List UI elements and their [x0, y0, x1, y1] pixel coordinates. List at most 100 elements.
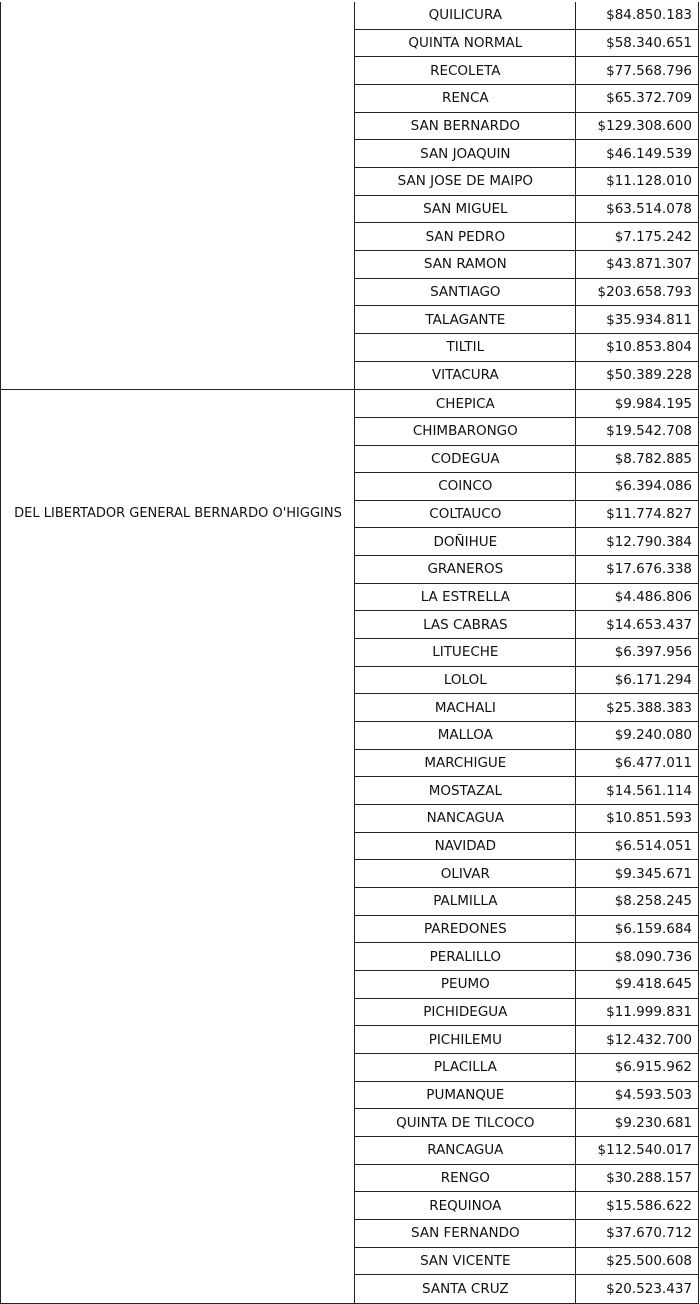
amount-cell: $25.500.608	[575, 1247, 699, 1276]
amount-cell: $6.159.684	[575, 915, 699, 944]
amount-cell: $6.514.051	[575, 832, 699, 861]
amount-cell: $9.345.671	[575, 860, 699, 888]
amount-cell: $19.542.708	[575, 417, 699, 446]
amount-cell: $25.388.383	[575, 694, 699, 723]
amount-cell: $8.782.885	[575, 445, 699, 474]
comuna-cell: GRANEROS	[354, 556, 576, 584]
amount-cell: $6.397.956	[575, 639, 699, 667]
table-row: VITACURA $50.389.228	[1, 361, 699, 390]
comuna-cell: PAREDONES	[354, 915, 576, 944]
table-row: NAVIDAD $6.514.051	[1, 832, 699, 861]
amount-cell: $9.418.645	[575, 970, 699, 999]
comuna-cell: VITACURA	[354, 361, 575, 390]
comuna-cell: REQUINOA	[354, 1192, 576, 1220]
amount-cell: $37.670.712	[575, 1219, 699, 1248]
table-row: COLTAUCO $11.774.827	[1, 500, 699, 529]
amount-cell: $4.593.503	[575, 1081, 699, 1110]
table-row: COINCO $6.394.086	[1, 473, 699, 501]
amount-cell: $112.540.017	[575, 1136, 699, 1165]
comuna-cell: LA ESTRELLA	[354, 583, 576, 612]
comuna-cell: SAN FERNANDO	[354, 1219, 576, 1248]
comuna-cell: QUINTA DE TILCOCO	[354, 1109, 576, 1137]
amount-cell: $65.372.709	[575, 84, 699, 113]
comuna-cell: SAN RAMON	[354, 250, 576, 279]
amount-cell: $6.477.011	[575, 749, 699, 778]
table-row: SAN RAMON $43.871.307	[1, 250, 699, 279]
comuna-cell: TILTIL	[354, 333, 576, 362]
comuna-cell: SAN MIGUEL	[354, 195, 576, 224]
amount-cell: $63.514.078	[575, 195, 699, 224]
table-row: LAS CABRAS $14.653.437	[1, 611, 699, 640]
table-row: OLIVAR $9.345.671	[1, 860, 699, 888]
table-row: SAN VICENTE $25.500.608	[1, 1247, 699, 1276]
amount-cell: $84.850.183	[575, 2, 699, 30]
region-group: QUILICURA $84.850.183 QUINTA NORMAL $58.340…	[0, 2, 699, 391]
amount-cell: $50.389.228	[575, 361, 699, 390]
table-row: PERALILLO $8.090.736	[1, 943, 699, 971]
amount-cell: $15.586.622	[575, 1192, 699, 1220]
comuna-cell: LOLOL	[354, 666, 576, 695]
comuna-cell: QUINTA NORMAL	[354, 29, 576, 58]
amount-cell: $17.676.338	[575, 556, 699, 584]
table-row: RENCA $65.372.709	[1, 84, 699, 113]
comuna-cell: CHEPICA	[354, 390, 576, 418]
table-row: SAN FERNANDO $37.670.712	[1, 1219, 699, 1248]
table-row: REQUINOA $15.586.622	[1, 1192, 699, 1220]
table-row: PICHIDEGUA $11.999.831	[1, 998, 699, 1027]
amount-cell: $12.432.700	[575, 1026, 699, 1054]
table-row: TILTIL $10.853.804	[1, 333, 699, 362]
table-row: TALAGANTE $35.934.811	[1, 306, 699, 334]
amount-cell: $8.258.245	[575, 888, 699, 916]
region-group: DEL LIBERTADOR GENERAL BERNARDO O'HIGGIN…	[0, 390, 699, 1304]
amount-cell: $10.853.804	[575, 333, 699, 362]
comuna-cell: QUILICURA	[354, 2, 576, 30]
table-row: PUMANQUE $4.593.503	[1, 1081, 699, 1110]
comuna-cell: PUMANQUE	[354, 1081, 576, 1110]
table-row: RECOLETA $77.568.796	[1, 57, 699, 85]
comuna-cell: OLIVAR	[354, 860, 576, 888]
table-row: CHIMBARONGO $19.542.708	[1, 417, 699, 446]
comuna-cell: SAN JOSE DE MAIPO	[354, 167, 576, 196]
table-row: LOLOL $6.171.294	[1, 666, 699, 695]
amount-cell: $14.653.437	[575, 611, 699, 640]
table-row: SANTIAGO $203.658.793	[1, 278, 699, 307]
table-row: PALMILLA $8.258.245	[1, 888, 699, 916]
comuna-cell: LITUECHE	[354, 639, 576, 667]
comuna-cell: MOSTAZAL	[354, 777, 576, 806]
amount-cell: $9.984.195	[575, 390, 699, 418]
table-row: PLACILLA $6.915.962	[1, 1053, 699, 1082]
comuna-cell: LAS CABRAS	[354, 611, 576, 640]
amount-cell: $7.175.242	[575, 223, 699, 251]
comuna-cell: SANTIAGO	[354, 278, 576, 307]
table-row: RANCAGUA $112.540.017	[1, 1136, 699, 1165]
comuna-cell: NANCAGUA	[354, 805, 576, 833]
table-row: QUINTA DE TILCOCO $9.230.681	[1, 1109, 699, 1137]
amount-cell: $8.090.736	[575, 943, 699, 971]
comuna-cell: SAN VICENTE	[354, 1247, 576, 1276]
amount-cell: $14.561.114	[575, 777, 699, 806]
amount-cell: $11.774.827	[575, 500, 699, 529]
table-row: DOÑIHUE $12.790.384	[1, 528, 699, 557]
comuna-cell: PALMILLA	[354, 888, 576, 916]
table-row: CODEGUA $8.782.885	[1, 445, 699, 474]
table-row: SANTA CRUZ $20.523.437	[1, 1275, 699, 1303]
table-row: MARCHIGUE $6.477.011	[1, 749, 699, 778]
table-row: SAN JOSE DE MAIPO $11.128.010	[1, 167, 699, 196]
comuna-cell: COINCO	[354, 473, 576, 501]
comuna-cell: SAN JOAQUIN	[354, 140, 576, 168]
comuna-cell: DOÑIHUE	[354, 528, 576, 557]
amount-cell: $12.790.384	[575, 528, 699, 557]
table-row: GRANEROS $17.676.338	[1, 556, 699, 584]
amount-cell: $77.568.796	[575, 57, 699, 85]
comuna-cell: PICHILEMU	[354, 1026, 576, 1054]
comuna-cell: NAVIDAD	[354, 832, 576, 861]
table-row: QUILICURA $84.850.183	[1, 2, 699, 30]
comuna-cell: RENCA	[354, 84, 576, 113]
amount-cell: $203.658.793	[575, 278, 699, 307]
comuna-cell: SAN BERNARDO	[354, 112, 576, 141]
table-row: PAREDONES $6.159.684	[1, 915, 699, 944]
table-row: LA ESTRELLA $4.486.806	[1, 583, 699, 612]
comuna-cell: MALLOA	[354, 722, 576, 750]
amount-cell: $6.915.962	[575, 1053, 699, 1082]
